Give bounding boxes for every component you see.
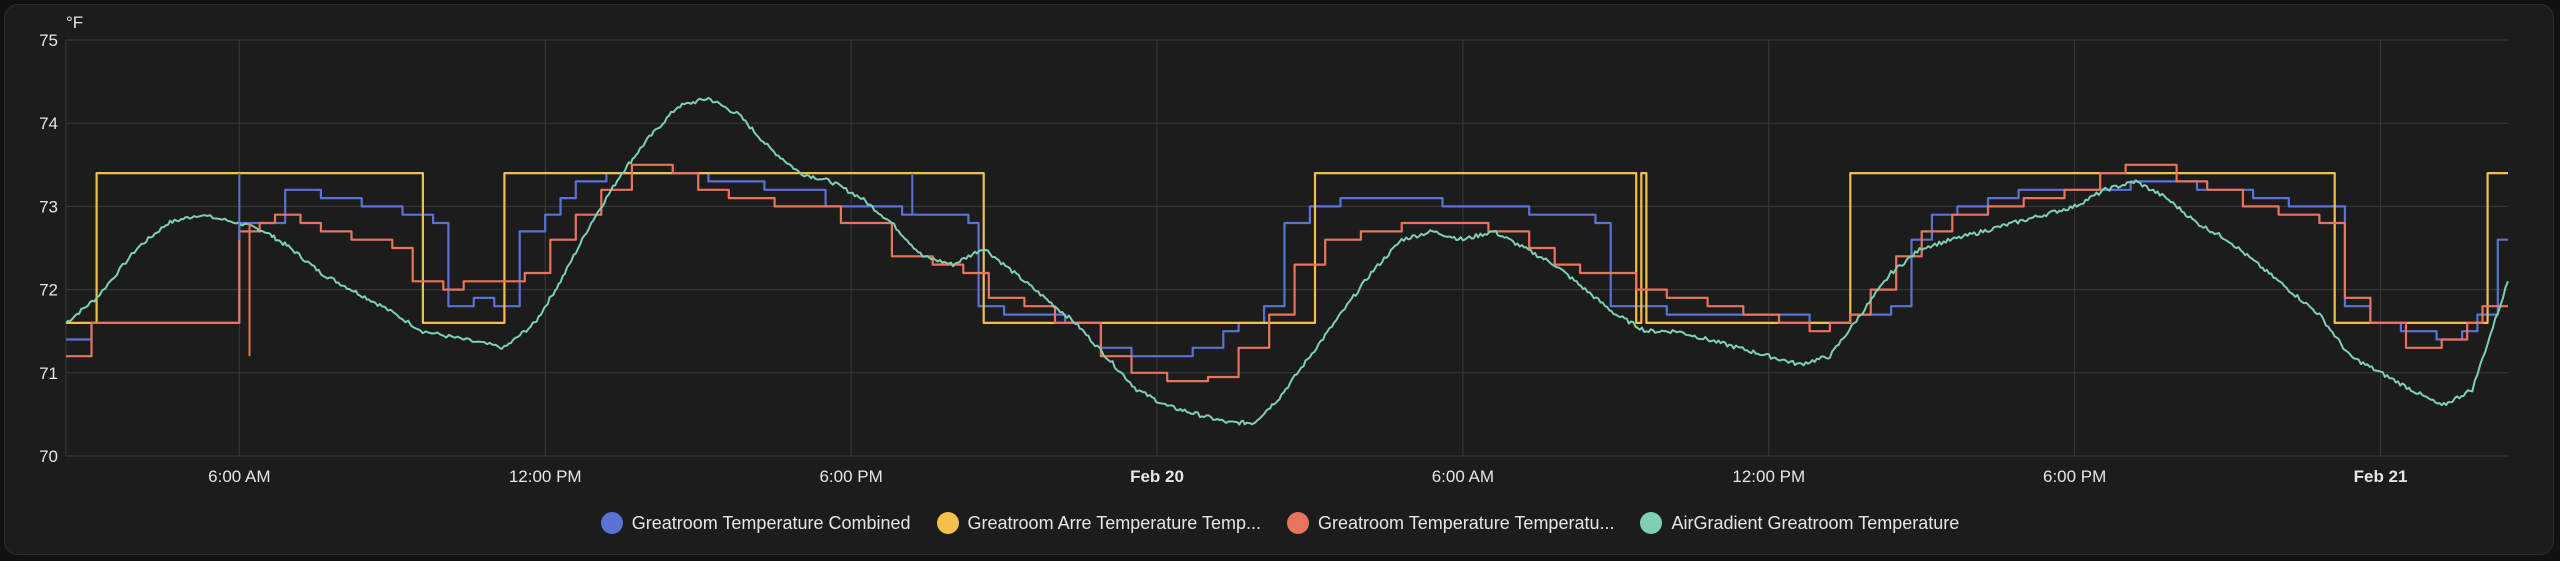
legend-item-airgradient[interactable]: AirGradient Greatroom Temperature (1640, 512, 1959, 534)
chart-grid (65, 39, 2508, 457)
x-tick-label: 6:00 PM (819, 467, 882, 486)
y-tick-label: 71 (39, 364, 58, 383)
y-tick-label: 70 (39, 447, 58, 466)
series-line-airgradient (65, 97, 2509, 426)
legend-item-combined[interactable]: Greatroom Temperature Combined (600, 512, 911, 534)
legend-item-temperatu[interactable]: Greatroom Temperature Temperatu... (1287, 512, 1614, 534)
series-line-combined (66, 172, 2508, 358)
legend-dot-icon (1287, 512, 1309, 534)
y-tick-label: 75 (39, 31, 58, 50)
series-line-temperatu (66, 163, 2508, 383)
legend-dot-icon (936, 512, 959, 534)
legend-label: Greatroom Temperature Temperatu... (1318, 512, 1615, 533)
x-axis: 6:00 AM 12:00 PM 6:00 PM Feb 20 6:00 AM 12:00… (208, 467, 2407, 486)
x-tick-label: 6:00 AM (1432, 467, 1494, 486)
y-tick-label: 74 (39, 114, 58, 133)
legend-label: Greatroom Temperature Combined (631, 512, 911, 533)
legend-label: Greatroom Arre Temperature Temp... (967, 512, 1261, 533)
x-tick-label: Feb 21 (2354, 467, 2408, 486)
chart-legend: Greatroom Temperature Combined Greatroom… (0, 508, 2560, 538)
x-tick-label: 12:00 PM (509, 467, 582, 486)
series-line-arre (66, 172, 2508, 324)
y-tick-label: 73 (39, 197, 58, 216)
x-tick-label: Feb 20 (1130, 467, 1184, 486)
x-tick-label: 6:00 PM (2043, 467, 2106, 486)
legend-item-arre[interactable]: Greatroom Arre Temperature Temp... (936, 512, 1261, 534)
series-lines (65, 97, 2509, 426)
y-tick-label: 72 (39, 281, 58, 300)
legend-dot-icon (600, 512, 623, 534)
x-tick-label: 6:00 AM (208, 467, 270, 486)
history-card (4, 4, 2554, 555)
y-axis: °F 70 71 72 73 74 75 (39, 13, 83, 466)
legend-dot-icon (1640, 512, 1663, 534)
y-unit-label: °F (66, 13, 83, 32)
legend-label: AirGradient Greatroom Temperature (1671, 512, 1960, 533)
x-tick-label: 12:00 PM (1732, 467, 1805, 486)
